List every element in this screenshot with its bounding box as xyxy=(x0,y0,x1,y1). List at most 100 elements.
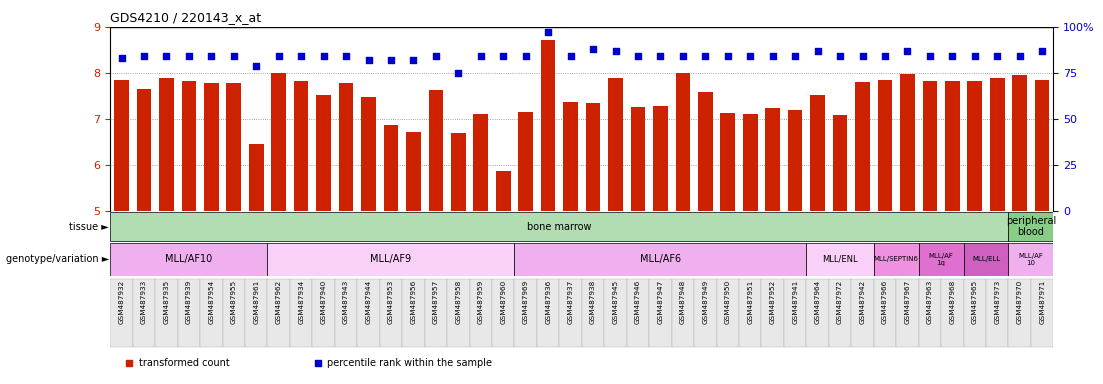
Bar xyxy=(986,280,1008,346)
Bar xyxy=(828,280,852,346)
Bar xyxy=(537,280,559,346)
Point xyxy=(607,48,624,54)
Bar xyxy=(268,243,514,276)
Bar xyxy=(896,280,919,346)
Bar xyxy=(631,107,645,211)
Text: MLL/AF
10: MLL/AF 10 xyxy=(1018,253,1043,266)
Text: GSM487941: GSM487941 xyxy=(792,280,799,324)
Text: GSM487942: GSM487942 xyxy=(859,280,866,324)
Text: GSM487957: GSM487957 xyxy=(432,280,439,324)
Bar xyxy=(672,280,694,346)
Bar xyxy=(514,280,537,346)
Text: GSM487943: GSM487943 xyxy=(343,280,349,324)
Point xyxy=(832,53,849,60)
Point xyxy=(1034,48,1051,54)
Text: GSM487965: GSM487965 xyxy=(972,280,977,324)
Text: GSM487945: GSM487945 xyxy=(612,280,619,324)
Text: GSM487937: GSM487937 xyxy=(568,280,574,324)
Point xyxy=(585,46,602,52)
Bar xyxy=(1035,80,1049,211)
Point xyxy=(292,53,310,60)
Text: MLL/AF
1q: MLL/AF 1q xyxy=(929,253,953,266)
Point xyxy=(561,53,579,60)
Text: GSM487968: GSM487968 xyxy=(950,280,955,324)
Bar xyxy=(473,114,489,211)
Bar xyxy=(312,280,335,346)
Text: GSM487956: GSM487956 xyxy=(410,280,417,324)
Point xyxy=(136,53,153,60)
Point xyxy=(405,57,422,63)
Bar xyxy=(945,81,960,211)
Text: MLL/ENL: MLL/ENL xyxy=(822,255,858,264)
Point xyxy=(494,53,512,60)
Bar xyxy=(653,106,667,211)
Bar xyxy=(694,280,717,346)
Bar xyxy=(855,82,870,211)
Text: percentile rank within the sample: percentile rank within the sample xyxy=(328,358,492,368)
Point xyxy=(943,53,961,60)
Bar xyxy=(1013,75,1027,211)
Text: GSM487934: GSM487934 xyxy=(298,280,304,324)
Text: GSM487938: GSM487938 xyxy=(590,280,596,324)
Bar xyxy=(739,280,761,346)
Text: GSM487949: GSM487949 xyxy=(703,280,708,324)
Bar xyxy=(492,280,514,346)
Point xyxy=(786,53,804,60)
Point xyxy=(539,29,557,35)
Point xyxy=(517,53,535,60)
Bar xyxy=(964,243,1008,276)
Point xyxy=(382,57,399,63)
Text: GSM487961: GSM487961 xyxy=(254,280,259,324)
Bar xyxy=(743,114,758,211)
Text: GSM487970: GSM487970 xyxy=(1017,280,1022,324)
Text: GSM487952: GSM487952 xyxy=(770,280,775,324)
Bar xyxy=(249,144,264,211)
Bar xyxy=(339,83,353,211)
Bar xyxy=(650,280,672,346)
Bar xyxy=(604,280,627,346)
Text: GSM487948: GSM487948 xyxy=(679,280,686,324)
Bar xyxy=(852,280,874,346)
Bar xyxy=(429,91,443,211)
Text: genotype/variation ►: genotype/variation ► xyxy=(6,254,109,264)
Bar xyxy=(204,83,218,211)
Point xyxy=(741,53,759,60)
Point xyxy=(696,53,714,60)
Text: GSM487954: GSM487954 xyxy=(208,280,214,324)
Bar xyxy=(1008,243,1053,276)
Text: GSM487950: GSM487950 xyxy=(725,280,731,324)
Bar xyxy=(115,80,129,211)
Bar xyxy=(361,98,376,211)
Point xyxy=(899,48,917,54)
Point xyxy=(764,53,782,60)
Bar xyxy=(582,280,604,346)
Bar xyxy=(833,115,847,211)
Bar xyxy=(1031,280,1053,346)
Text: GSM487963: GSM487963 xyxy=(927,280,933,324)
Bar xyxy=(357,280,379,346)
Bar xyxy=(451,133,465,211)
Text: GSM487947: GSM487947 xyxy=(657,280,663,324)
Text: GSM487964: GSM487964 xyxy=(815,280,821,324)
Bar xyxy=(1008,280,1031,346)
Bar xyxy=(559,280,582,346)
Bar xyxy=(384,124,398,211)
Text: GSM487959: GSM487959 xyxy=(478,280,484,324)
Text: GSM487966: GSM487966 xyxy=(882,280,888,324)
Text: GSM487960: GSM487960 xyxy=(501,280,506,324)
Bar xyxy=(627,280,650,346)
Point xyxy=(674,53,692,60)
Text: peripheral
blood: peripheral blood xyxy=(1006,216,1056,237)
Bar xyxy=(518,112,533,211)
Bar xyxy=(335,280,357,346)
Bar xyxy=(447,280,470,346)
Bar xyxy=(874,243,919,276)
Text: GSM487932: GSM487932 xyxy=(118,280,125,324)
Point xyxy=(966,53,984,60)
Point xyxy=(808,48,826,54)
Bar xyxy=(919,280,941,346)
Text: MLL/AF9: MLL/AF9 xyxy=(371,254,411,264)
Bar xyxy=(403,280,425,346)
Bar xyxy=(967,81,982,211)
Bar xyxy=(245,280,268,346)
